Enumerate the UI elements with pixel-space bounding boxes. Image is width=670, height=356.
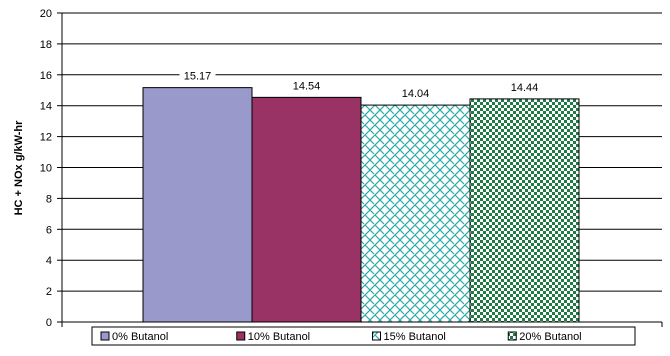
y-tick-label: 8 — [46, 193, 52, 205]
data-label: 14.54 — [293, 80, 321, 92]
legend-label: 10% Butanol — [248, 331, 310, 343]
y-tick-label: 18 — [40, 39, 52, 51]
legend-label: 20% Butanol — [519, 331, 581, 343]
bar — [469, 98, 580, 323]
y-tick-label: 0 — [46, 317, 52, 329]
legend-swatch — [372, 331, 381, 341]
data-label-background — [506, 79, 543, 94]
legend-swatch — [236, 331, 246, 341]
data-label-background — [288, 78, 325, 93]
data-label: 14.44 — [511, 82, 539, 94]
legend-label: 0% Butanol — [112, 331, 168, 343]
bar — [142, 87, 253, 323]
data-label: 14.04 — [402, 88, 430, 100]
y-tick-label: 16 — [40, 70, 52, 82]
bar — [360, 104, 471, 323]
legend-box — [91, 326, 636, 346]
legend-swatch — [507, 331, 517, 341]
data-label: 15.17 — [184, 71, 212, 83]
y-tick-label: 20 — [40, 8, 52, 20]
data-label-background — [397, 86, 434, 101]
bar — [251, 96, 362, 323]
y-tick-label: 14 — [40, 101, 52, 113]
y-tick-label: 2 — [46, 286, 52, 298]
y-tick-label: 6 — [46, 224, 52, 236]
y-axis-label: HC + NOx g/kW-hr — [13, 120, 25, 216]
legend-label: 15% Butanol — [384, 331, 446, 343]
legend-swatch — [100, 331, 110, 341]
y-tick-label: 12 — [40, 132, 52, 144]
data-label-background — [179, 68, 216, 83]
y-tick-label: 4 — [46, 255, 52, 267]
y-tick-label: 10 — [40, 163, 52, 175]
